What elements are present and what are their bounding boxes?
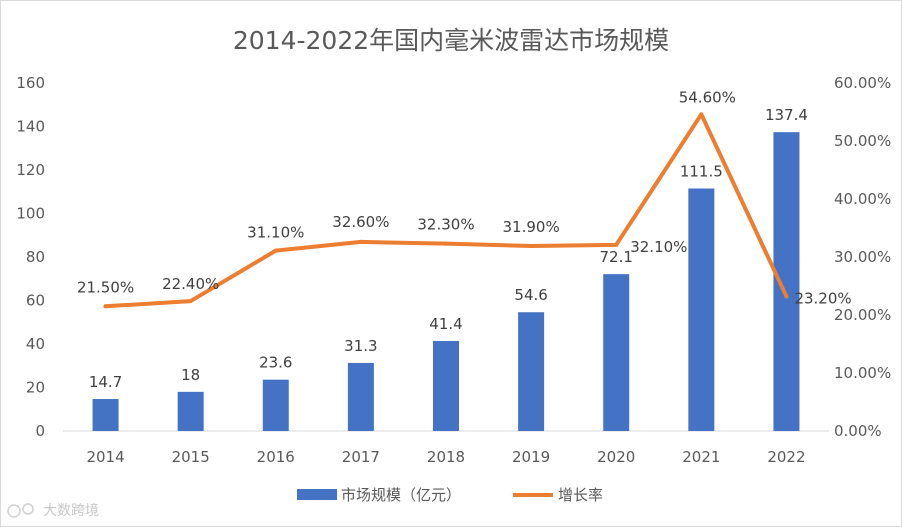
watermark-logo-icon (7, 504, 21, 518)
bar-data-label: 72.1 (600, 248, 633, 266)
x-axis-category: 2015 (172, 448, 210, 466)
left-axis-tick: 100 (16, 205, 45, 223)
bar-data-label: 18 (181, 366, 200, 384)
line-point (529, 243, 534, 248)
line-data-label: 22.40% (162, 275, 219, 293)
line-data-label: 31.10% (247, 224, 304, 242)
right-axis-tick: 60.00% (834, 74, 891, 92)
right-axis-tick: 20.00% (834, 306, 891, 324)
line-point (444, 241, 448, 246)
bar-data-label: 31.3 (344, 337, 377, 355)
x-axis-category: 2022 (767, 448, 805, 466)
legend-label-bar: 市场规模（亿元） (341, 486, 461, 504)
line-point (784, 294, 789, 299)
line-data-label: 32.30% (417, 216, 474, 234)
legend-swatch-bar (297, 489, 337, 500)
watermark-text: 大数跨境 (43, 503, 99, 519)
left-axis-tick: 140 (16, 118, 45, 136)
line-data-label: 21.50% (77, 278, 134, 296)
right-axis-tick: 30.00% (834, 248, 891, 266)
right-axis-tick: 40.00% (834, 190, 891, 208)
left-axis-tick: 0 (35, 422, 45, 440)
x-axis-category: 2021 (682, 448, 720, 466)
bar (518, 312, 545, 431)
bar (262, 379, 289, 431)
left-axis-tick: 80 (26, 248, 45, 266)
x-axis-category: 2016 (257, 448, 295, 466)
left-axis-tick: 60 (26, 292, 45, 310)
x-axis-category: 2020 (597, 448, 635, 466)
bar-data-label: 111.5 (680, 162, 723, 180)
bar (433, 340, 459, 431)
line-data-labels: 21.50% 22.40% 31.10% 32.60% 32.30% 31.90% 32.1… (77, 88, 852, 307)
bar-data-label: 14.7 (89, 373, 122, 391)
line-data-label: 54.60% (679, 88, 736, 106)
line-point (614, 242, 619, 247)
right-axis: 0.00% 10.00% 20.00% 30.00% 40.00% 50.00% 60.00… (834, 74, 891, 440)
legend-label-line: 增长率 (558, 486, 603, 504)
x-axis-category: 2014 (86, 448, 124, 466)
left-axis-tick: 120 (16, 161, 45, 179)
left-axis-tick: 160 (16, 74, 45, 92)
bar-data-label: 137.4 (765, 106, 808, 124)
bar (92, 399, 119, 431)
line-point (188, 299, 193, 304)
bar-series (92, 132, 800, 431)
line-point (358, 239, 363, 244)
bar (177, 391, 204, 431)
bar-data-label: 41.4 (429, 315, 462, 333)
left-axis: 0 20 40 60 80 100 120 140 160 (16, 74, 45, 440)
bar-data-label: 54.6 (514, 286, 547, 304)
line-data-label: 31.90% (503, 218, 560, 236)
x-axis-category: 2017 (342, 448, 380, 466)
line-point (699, 112, 704, 117)
right-axis-tick: 10.00% (834, 364, 891, 382)
left-axis-tick: 40 (26, 335, 45, 353)
legend: 市场规模（亿元） 增长率 (297, 486, 603, 504)
x-axis-categories: 2014 2015 2016 2017 2018 2019 2020 2021 2022 (86, 448, 805, 466)
watermark: 大数跨境 (7, 503, 99, 519)
line-data-label: 32.10% (630, 238, 687, 256)
right-axis-tick: 50.00% (834, 132, 891, 150)
bar (688, 188, 715, 431)
line-data-label: 32.60% (332, 213, 389, 231)
line-point (273, 248, 278, 253)
chart-title: 2014-2022年国内毫米波雷达市场规模 (233, 26, 669, 55)
bar-data-label: 23.6 (259, 354, 292, 372)
watermark-logo-icon-2 (22, 503, 34, 515)
bar (603, 274, 630, 431)
bar (347, 362, 374, 431)
bar-data-labels: 14.7 18 23.6 31.3 41.4 54.6 72.1 111.5 137.4 (89, 106, 808, 391)
x-axis-category: 2018 (427, 448, 465, 466)
left-axis-tick: 20 (26, 379, 45, 397)
x-axis-category: 2019 (512, 448, 550, 466)
line-point (103, 304, 108, 309)
line-series (103, 112, 789, 309)
right-axis-tick: 0.00% (834, 422, 882, 440)
line-data-label: 23.20% (794, 289, 851, 307)
